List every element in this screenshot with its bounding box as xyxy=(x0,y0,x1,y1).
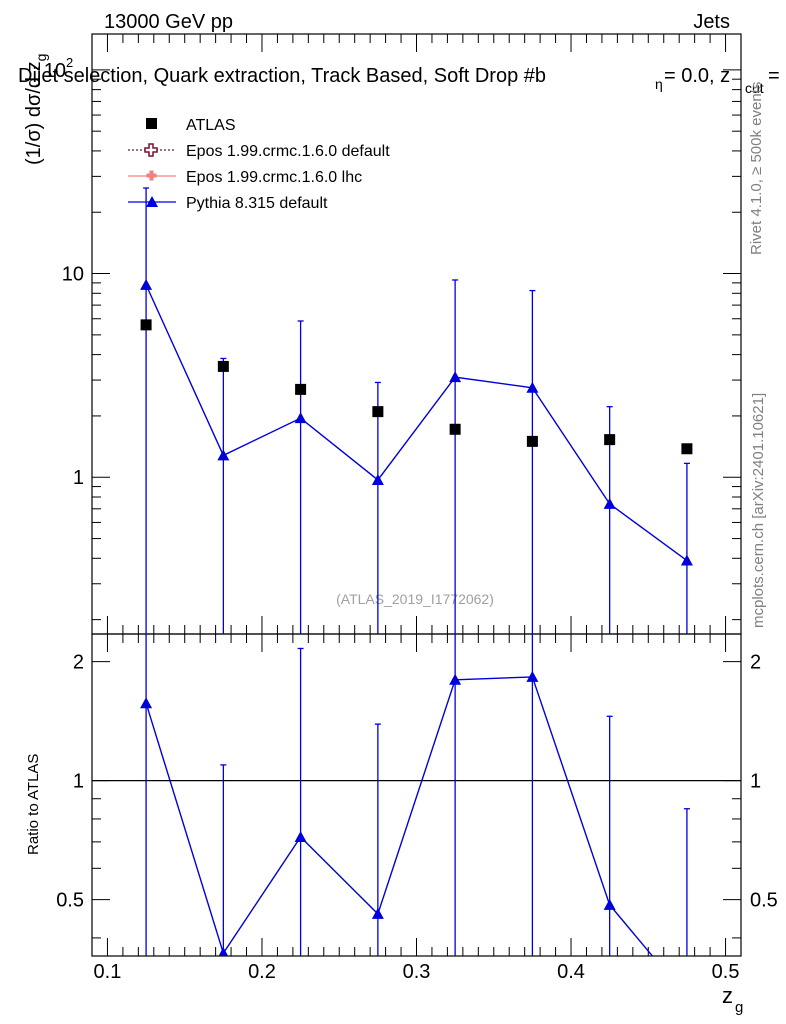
ratio-pythia-point xyxy=(449,673,462,685)
ratio-pythia-point xyxy=(681,991,693,1002)
ratio-y-tick-label-right: 1 xyxy=(750,771,761,793)
pythia-series-line xyxy=(145,284,688,562)
main-y-tick-label: 1 xyxy=(73,467,84,489)
ratio-pythia-point xyxy=(218,947,229,956)
analysis-watermark: (ATLAS_2019_I1772062) xyxy=(336,591,494,607)
title-eta-sub: η xyxy=(655,76,663,92)
x-tick-label: 0.5 xyxy=(712,961,740,983)
energy-label: 13000 GeV pp xyxy=(104,11,233,33)
legend-marker-epos-lhc xyxy=(146,170,157,181)
ratio-series-layer xyxy=(140,634,693,1002)
legend-label-epos-default: Epos 1.99.crmc.1.6.0 default xyxy=(186,143,390,160)
ratio-y-tick-label-left: 0.5 xyxy=(56,890,84,912)
ratio-y-tick-label-left: 1 xyxy=(73,771,84,793)
pythia-point xyxy=(294,412,307,424)
ratio-y-tick-label-right: 2 xyxy=(750,652,761,674)
svg-text:(1/σ) dσ/d zg: (1/σ) dσ/d zg xyxy=(23,54,49,165)
main-y-axis-label-text: (1/σ) dσ/d z xyxy=(23,61,45,165)
atlas-point xyxy=(604,434,616,446)
ratio-y-tick-label-left: 2 xyxy=(73,652,84,674)
legend-label-epos-lhc: Epos 1.99.crmc.1.6.0 lhc xyxy=(186,169,362,186)
pythia-point xyxy=(680,554,693,566)
title-beta: = 0.0, z xyxy=(664,65,730,87)
x-tick-label: 0.3 xyxy=(403,961,431,983)
rivet-version-label: Rivet 4.1.0, ≥ 500k events xyxy=(748,82,765,255)
main-y-tick-label: 10 xyxy=(44,60,66,82)
atlas-point xyxy=(526,435,538,447)
legend-marker-atlas xyxy=(146,118,157,129)
pythia-point xyxy=(140,278,153,290)
ratio-y-tick-label-right: 0.5 xyxy=(750,890,778,912)
plot-title: Dijet selection, Quark extraction, Track… xyxy=(18,65,546,87)
ratio-pythia-point xyxy=(603,898,616,910)
atlas-point xyxy=(372,406,384,418)
legend: ATLAS Epos 1.99.crmc.1.6.0 default Epos … xyxy=(128,117,390,212)
ratio-pythia-point xyxy=(371,907,384,919)
main-y-tick-label: 10 xyxy=(62,264,84,286)
pythia-point xyxy=(371,473,384,485)
pythia-point xyxy=(217,449,230,461)
ratio-pythia-point xyxy=(526,670,539,682)
main-series-layer xyxy=(140,187,693,634)
ratio-pythia-line xyxy=(145,676,654,956)
legend-label-atlas: ATLAS xyxy=(186,117,236,134)
pythia-point xyxy=(603,497,616,509)
title-tail: = xyxy=(768,65,780,87)
legend-marker-pythia xyxy=(146,196,158,207)
atlas-point xyxy=(217,360,229,372)
x-axis-label: z xyxy=(722,983,733,1008)
category-label: Jets xyxy=(693,11,730,33)
main-y-tick-label-sup: 2 xyxy=(66,55,73,70)
x-axis-ticks: 0.1 0.2 0.3 0.4 0.5 xyxy=(91,34,742,983)
atlas-point xyxy=(681,443,693,455)
ratio-axis-ticks: 0.5 0.5 1 1 2 2 xyxy=(56,652,778,939)
atlas-point xyxy=(449,423,461,435)
x-tick-label: 0.4 xyxy=(557,961,585,983)
x-tick-label: 0.2 xyxy=(248,961,276,983)
legend-label-pythia: Pythia 8.315 default xyxy=(186,195,328,212)
title-cut-sub: cut xyxy=(745,80,764,96)
pythia-point xyxy=(449,371,462,383)
atlas-point xyxy=(140,319,152,331)
ratio-y-axis-label: Ratio to ATLAS xyxy=(25,754,42,855)
pythia-point xyxy=(526,381,539,393)
main-y-axis-label-sub: g xyxy=(33,54,49,62)
mcplots-label: mcplots.cern.ch [arXiv:2401.10621] xyxy=(750,393,767,628)
legend-marker-epos-default xyxy=(144,143,158,157)
atlas-point xyxy=(295,383,307,395)
x-axis-label-sub: g xyxy=(735,999,743,1016)
main-y-axis-label: (1/σ) dσ/d zg xyxy=(23,54,49,165)
x-tick-label: 0.1 xyxy=(94,961,122,983)
ratio-pythia-point xyxy=(294,831,307,843)
ratio-pythia-point xyxy=(140,697,153,709)
